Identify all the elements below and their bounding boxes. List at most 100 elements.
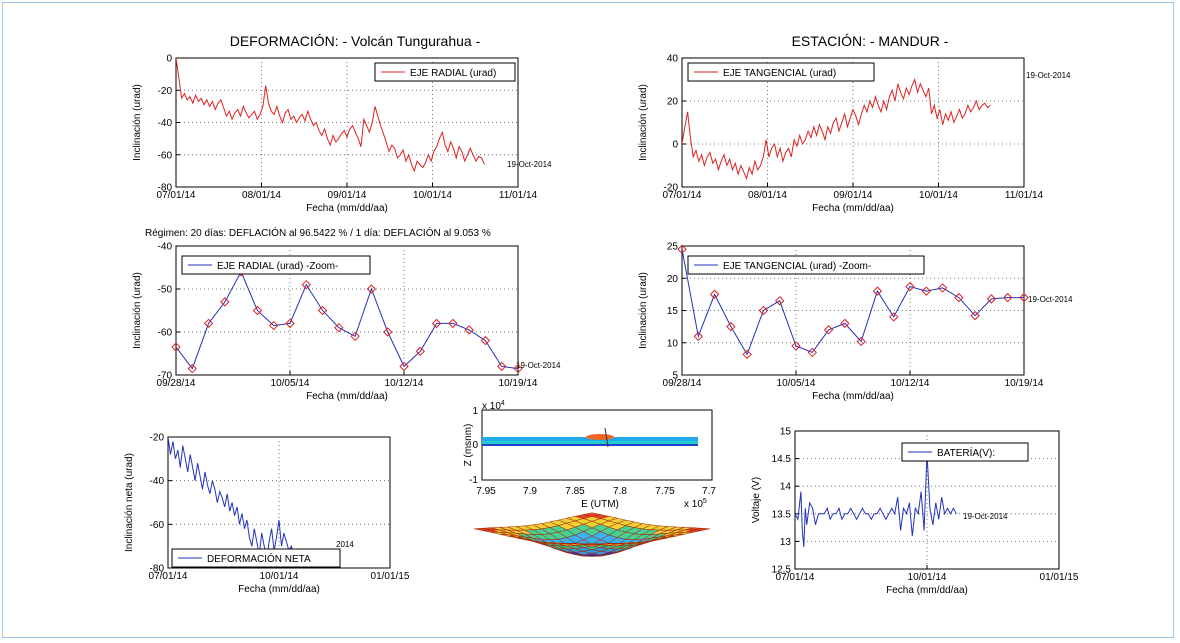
x-tick-label: 10/12/14 bbox=[385, 378, 424, 389]
data-point bbox=[775, 296, 785, 306]
data-point bbox=[677, 244, 687, 254]
data-point bbox=[986, 294, 997, 304]
x-tick-label: 09/28/14 bbox=[663, 378, 702, 389]
x-tick-label: 07/01/14 bbox=[776, 572, 815, 583]
right-title: ESTACIÓN: - MANDUR - bbox=[792, 33, 949, 49]
y-axis-label: Inclinación (urad) bbox=[132, 84, 143, 161]
y-tick-label: 40 bbox=[667, 54, 679, 65]
legend-box bbox=[687, 255, 925, 275]
x-tick-label: 01/01/15 bbox=[371, 571, 410, 582]
model3d-band bbox=[482, 427, 698, 448]
y-tick-label: -40 bbox=[150, 476, 165, 487]
data-point bbox=[431, 318, 442, 329]
x-tick-label: 10/19/14 bbox=[1005, 378, 1044, 389]
data-point bbox=[464, 325, 474, 335]
x-axis-label: Fecha (mm/dd/aa) bbox=[812, 203, 894, 214]
data-point bbox=[970, 310, 980, 321]
legend-label: EJE TANGENCIAL (urad) bbox=[723, 68, 836, 79]
x-tick-label: 10/01/14 bbox=[908, 572, 947, 583]
y-tick-label: 14 bbox=[780, 482, 792, 493]
y-tick-label: -20 bbox=[150, 433, 165, 444]
y-tick-label: 13 bbox=[780, 537, 792, 548]
y-axis-label: Inclinación (urad) bbox=[638, 84, 649, 161]
x-axis-label: Fecha (mm/dd/aa) bbox=[812, 391, 894, 402]
data-point bbox=[252, 305, 263, 316]
y-tick-label: -60 bbox=[158, 150, 173, 161]
y-tick-label: 25 bbox=[667, 242, 679, 253]
mesh-cell bbox=[583, 543, 601, 546]
x-tick-label: 10/05/14 bbox=[777, 378, 816, 389]
legend-label: EJE RADIAL (urad) -Zoom- bbox=[217, 261, 338, 272]
model3d-xtick: 7.85 bbox=[565, 486, 585, 497]
y-tick-label: 0 bbox=[166, 54, 172, 65]
chart-tangencial_zoom: 25 20 15 10 509/28/14 10/05/14 10/12/14 10/19/1… bbox=[638, 242, 1073, 403]
legend: EJE RADIAL (urad) bbox=[374, 62, 516, 82]
y-axis-label: Inclinación (urad) bbox=[132, 272, 143, 349]
model3d-panel: 1 0 -1 x 104 7.95 7.9 7.85 7.8 7.75 7.7 … bbox=[463, 400, 716, 557]
date-annotation: 19-Oct-2014 bbox=[1026, 71, 1071, 80]
x-tick-label: 09/01/14 bbox=[328, 190, 367, 201]
data-point bbox=[171, 342, 181, 352]
regimen-text: Régimen: 20 días: DEFLACIÓN al 96.5422 %… bbox=[145, 226, 491, 239]
legend: EJE TANGENCIAL (urad) -Zoom- bbox=[687, 255, 925, 275]
left-title: DEFORMACIÓN: - Volcán Tungurahua - bbox=[230, 33, 481, 49]
data-point bbox=[791, 341, 801, 351]
legend-box bbox=[374, 62, 516, 82]
model3d-exp-top: x 104 bbox=[482, 400, 505, 412]
y-tick-label: 13.5 bbox=[772, 509, 792, 520]
data-point bbox=[823, 325, 834, 335]
y-tick-label: 12.5 bbox=[772, 565, 792, 576]
x-tick-label: 07/01/14 bbox=[149, 571, 188, 582]
series-line bbox=[795, 453, 957, 547]
legend-box bbox=[171, 548, 341, 568]
x-tick-label: 10/19/14 bbox=[499, 378, 538, 389]
legend-box bbox=[687, 62, 875, 82]
series-line bbox=[176, 58, 485, 173]
legend-label: EJE RADIAL (urad) bbox=[410, 68, 496, 79]
model3d-xtick: 7.95 bbox=[476, 486, 496, 497]
x-tick-label: 11/01/14 bbox=[1005, 190, 1044, 201]
x-tick-label: 07/01/14 bbox=[663, 190, 702, 201]
x-tick-label: 10/12/14 bbox=[891, 378, 930, 389]
x-axis-label: Fecha (mm/dd/aa) bbox=[886, 585, 968, 596]
data-point bbox=[758, 305, 769, 316]
series-line bbox=[168, 437, 305, 561]
y-tick-label: -40 bbox=[158, 118, 173, 129]
data-point bbox=[693, 331, 703, 342]
data-point bbox=[954, 292, 964, 303]
data-point bbox=[905, 281, 915, 292]
y-tick-label: -20 bbox=[158, 86, 173, 97]
y-tick-label: 10 bbox=[667, 338, 679, 349]
data-point bbox=[1019, 292, 1029, 303]
x-tick-label: 10/01/14 bbox=[413, 190, 452, 201]
data-point bbox=[480, 335, 491, 346]
model3d-xtick: 7.7 bbox=[702, 486, 716, 497]
data-point bbox=[709, 289, 720, 300]
y-tick-label: 5 bbox=[672, 371, 678, 382]
data-point bbox=[317, 305, 328, 316]
data-point bbox=[872, 286, 883, 296]
date-annotation: 19-Oct-2014 bbox=[516, 361, 561, 370]
y-tick-label: -80 bbox=[150, 564, 165, 575]
data-point bbox=[937, 283, 948, 293]
x-tick-label: 09/01/14 bbox=[834, 190, 873, 201]
x-tick-label: 10/01/14 bbox=[919, 190, 958, 201]
data-point bbox=[840, 318, 850, 329]
data-point bbox=[497, 361, 507, 372]
data-point bbox=[807, 347, 817, 358]
data-point bbox=[383, 327, 393, 337]
data-point bbox=[187, 363, 197, 374]
data-point bbox=[220, 297, 230, 307]
x-axis-label: Fecha (mm/dd/aa) bbox=[306, 203, 388, 214]
y-axis-label: Inclinación (urad) bbox=[638, 272, 649, 349]
model3d-ytick: 0 bbox=[472, 440, 478, 451]
y-tick-label: -40 bbox=[158, 242, 173, 253]
data-point bbox=[856, 336, 866, 347]
data-point bbox=[742, 349, 752, 360]
y-tick-label: 15 bbox=[780, 427, 792, 438]
model3d-ytick: 1 bbox=[472, 406, 478, 417]
